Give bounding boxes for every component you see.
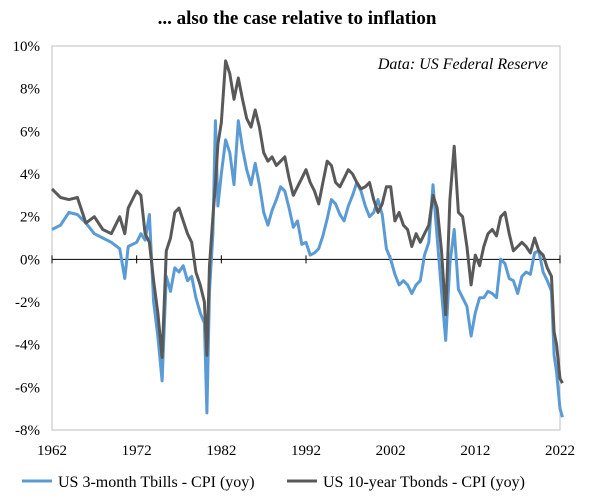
series-lines	[50, 59, 564, 418]
y-tick-label: 8%	[20, 82, 40, 98]
legend-label-tbonds: US 10-year Tbonds - CPI (yoy)	[323, 474, 525, 491]
x-axis-tick-labels: 1962 1972 1982 1992 2002 2012 2022	[37, 443, 575, 459]
y-tick-label: 2%	[20, 210, 40, 226]
legend: US 3-month Tbills - CPI (yoy) US 10-year …	[22, 474, 525, 491]
y-tick-label: -8%	[15, 423, 40, 439]
x-tick-label: 2012	[460, 443, 490, 459]
x-tick-label: 1982	[206, 443, 236, 459]
y-tick-label: 4%	[20, 167, 40, 183]
y-tick-label: 6%	[20, 124, 40, 140]
y-tick-label: -6%	[15, 380, 40, 396]
chart-title: ... also the case relative to inflation	[157, 8, 437, 29]
y-tick-label: 0%	[20, 252, 40, 268]
x-tick-label: 2022	[545, 443, 575, 459]
plot-area-frame	[51, 45, 561, 431]
y-tick-label: -4%	[15, 338, 40, 354]
y-tick-label: -2%	[15, 295, 40, 311]
x-tick-label: 1992	[291, 443, 321, 459]
x-tick-label: 1972	[122, 443, 152, 459]
y-axis-tick-labels: -8% -6% -4% -2% 0% 2% 4% 6% 8% 10%	[13, 39, 41, 439]
tbonds-series-line	[50, 59, 564, 384]
y-tick-label: 10%	[13, 39, 41, 55]
x-tick-label: 2002	[376, 443, 406, 459]
legend-label-tbills: US 3-month Tbills - CPI (yoy)	[58, 474, 255, 491]
tbills-series-line	[51, 119, 564, 418]
x-tick-label: 1962	[37, 443, 67, 459]
data-source-annotation: Data: US Federal Reserve	[377, 56, 548, 73]
